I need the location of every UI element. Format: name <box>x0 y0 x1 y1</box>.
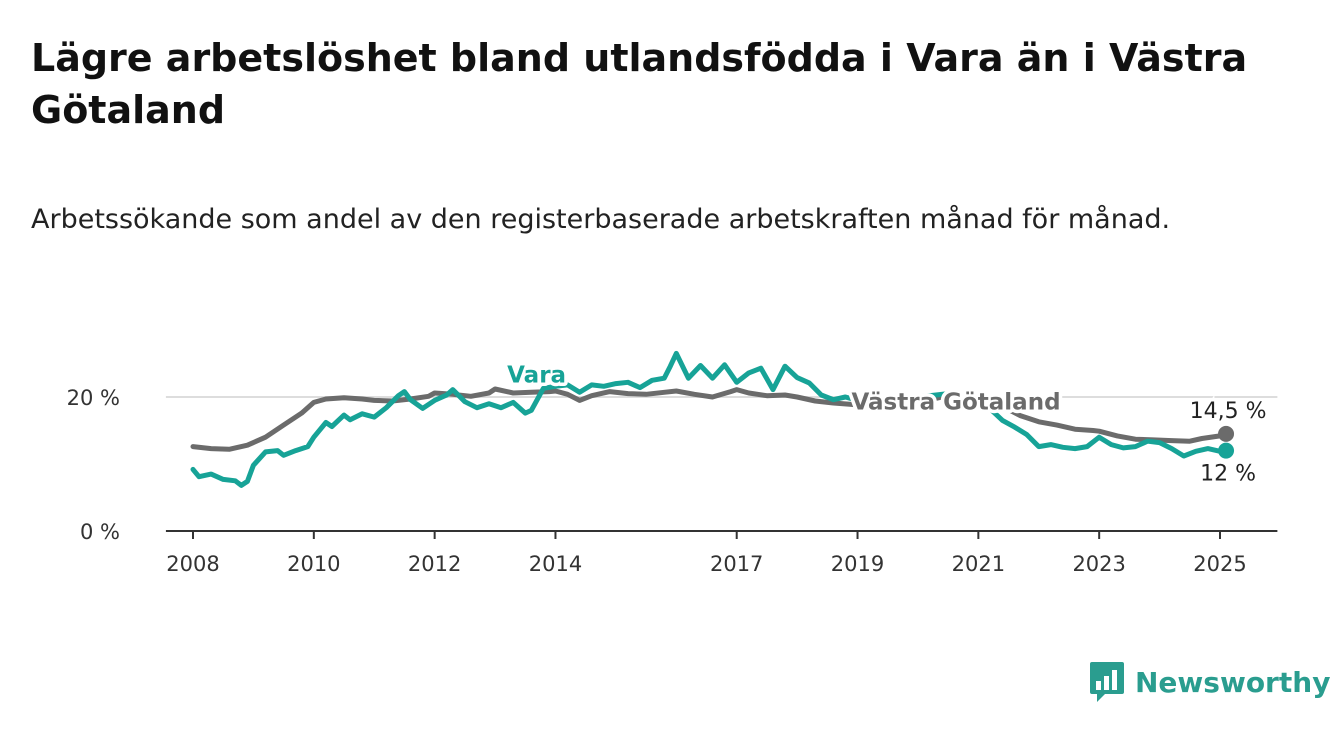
labels: Vara Västra Götaland 14,5 % 12 % <box>504 359 1269 489</box>
end-point-vastra_gotaland <box>1218 425 1235 442</box>
chart-title: Lägre arbetslöshet bland utlandsfödda i … <box>31 36 1248 132</box>
y-tick-label: 20 % <box>67 386 120 410</box>
x-tick-label: 2012 <box>408 552 461 576</box>
x-tick-label: 2021 <box>952 552 1005 576</box>
series <box>190 350 1229 488</box>
x-tick-label: 2014 <box>529 552 582 576</box>
x-tick-label: 2023 <box>1072 552 1125 576</box>
end-label-vara: 12 % <box>1200 462 1256 487</box>
brand-logo: Newsworthy <box>1089 660 1330 704</box>
x-tick-label: 2008 <box>166 552 219 576</box>
axes: 0 % 20 % 2008 2010 2012 2014 2017 2019 2021 2023 2… <box>67 386 1278 576</box>
chart-subtitle: Arbetssökande som andel av den registerb… <box>31 204 1171 235</box>
x-tick-label: 2019 <box>831 552 884 576</box>
x-tick-label: 2010 <box>287 552 340 576</box>
brand-name: Newsworthy <box>1135 665 1331 699</box>
end-label-vastra_gotaland: 14,5 % <box>1190 399 1267 424</box>
x-tick-label: 2025 <box>1193 552 1246 576</box>
series-label-vara: Vara <box>507 362 566 388</box>
series-line-vara <box>190 350 1229 488</box>
x-tick-label: 2017 <box>710 552 763 576</box>
bar-chart-badge-icon <box>1090 662 1124 702</box>
series-line-vastra_gotaland <box>190 386 1229 452</box>
y-tick-label: 0 % <box>80 520 120 544</box>
series-label-vastra_gotaland: Västra Götaland <box>851 390 1060 416</box>
end-point-vara <box>1218 442 1235 459</box>
